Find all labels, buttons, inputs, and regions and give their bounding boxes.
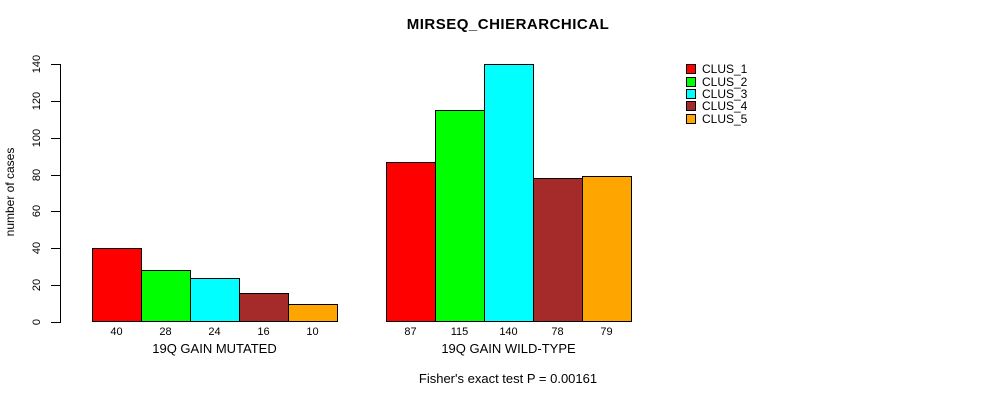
y-tick-mark (51, 322, 60, 323)
y-tick-label: 80 (31, 168, 43, 182)
group-label: 19Q GAIN MUTATED (152, 341, 277, 356)
bar-19q-gain-mutated-clus_3 (190, 278, 240, 322)
bar-19q-gain-mutated-clus_4 (239, 293, 289, 322)
legend-item-clus_2: CLUS_2 (686, 74, 748, 89)
bar-19q-gain-wild-type-clus_1 (386, 162, 436, 322)
bar-value-label: 140 (499, 326, 518, 338)
legend-item-clus_5: CLUS_5 (686, 113, 747, 125)
bar-value-label: 24 (208, 326, 221, 338)
legend-label: CLUS_2 (702, 74, 748, 89)
y-tick-mark (51, 248, 60, 249)
legend-label: CLUS_5 (702, 111, 748, 126)
y-tick-mark (51, 211, 60, 212)
legend-item-clus_1: CLUS_1 (686, 63, 747, 75)
bar-value-label: 40 (110, 326, 123, 338)
legend-swatch (686, 88, 696, 99)
y-tick-mark (51, 101, 60, 102)
bar-19q-gain-wild-type-clus_4 (533, 178, 583, 322)
y-tick-label: 0 (31, 318, 43, 326)
y-tick-label: 100 (31, 128, 43, 148)
bar-value-label: 79 (600, 326, 613, 338)
y-tick-mark (51, 175, 60, 176)
y-tick-label: 60 (31, 204, 43, 218)
bar-19q-gain-mutated-clus_5 (288, 304, 338, 322)
bar-value-label: 78 (551, 326, 564, 338)
bar-19q-gain-wild-type-clus_5 (582, 176, 632, 322)
y-tick-mark (51, 64, 60, 65)
bar-19q-gain-mutated-clus_2 (141, 270, 191, 322)
legend-swatch (686, 76, 696, 87)
y-tick-label: 40 (31, 241, 43, 255)
legend-swatch (686, 113, 696, 124)
bar-19q-gain-wild-type-clus_3 (484, 64, 534, 322)
legend-swatch (686, 101, 696, 112)
y-tick-label: 20 (31, 278, 43, 292)
legend-label: CLUS_1 (702, 62, 748, 77)
annotation-text: Fisher's exact test P = 0.00161 (418, 371, 598, 386)
legend-label: CLUS_3 (702, 86, 748, 101)
y-axis-line (60, 64, 61, 323)
legend-swatch (686, 64, 696, 75)
bar-19q-gain-mutated-clus_1 (92, 248, 142, 322)
group-label: 19Q GAIN WILD-TYPE (441, 341, 576, 356)
bar-value-label: 87 (404, 326, 417, 338)
legend-item-clus_3: CLUS_3 (686, 88, 747, 100)
bar-value-label: 10 (306, 326, 319, 338)
y-axis-label: number of cases (3, 147, 17, 237)
y-tick-mark (51, 138, 60, 139)
y-tick-label: 120 (31, 91, 43, 111)
legend-item-clus_4: CLUS_4 (686, 100, 747, 112)
y-tick-mark (51, 285, 60, 286)
bar-19q-gain-wild-type-clus_2 (435, 110, 485, 322)
legend: CLUS_1 CLUS_2 CLUS_3 CLUS_4 CLUS_5 (686, 63, 747, 125)
legend-label: CLUS_4 (702, 99, 748, 114)
bar-value-label: 115 (450, 326, 469, 338)
bar-value-label: 28 (159, 326, 172, 338)
bar-value-label: 16 (257, 326, 270, 338)
chart-title: MIRSEQ_CHIERARCHICAL (406, 16, 610, 33)
y-tick-label: 140 (31, 54, 43, 74)
